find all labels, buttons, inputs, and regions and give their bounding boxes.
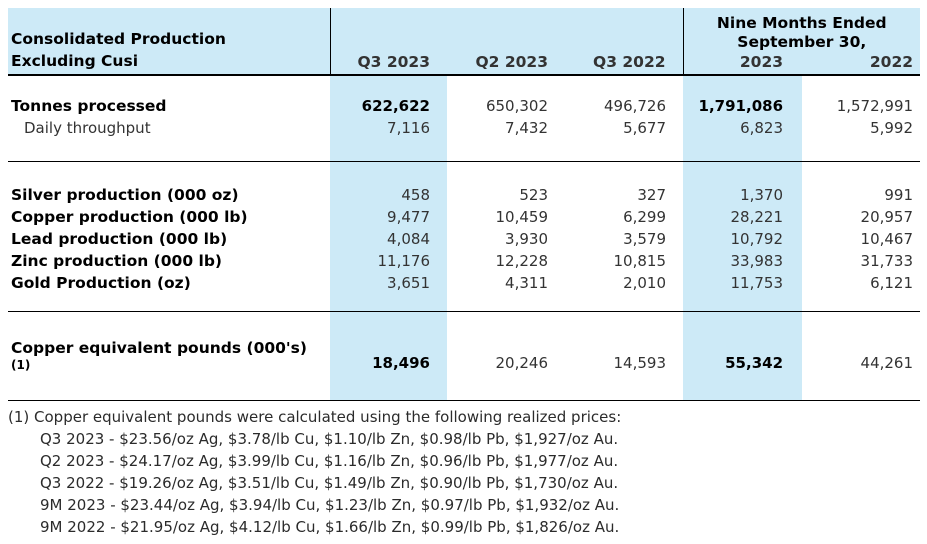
cell-value: 1,791,086	[698, 97, 784, 115]
cell-value: 10,792	[730, 230, 784, 248]
spacer-row	[8, 75, 920, 95]
highlight-9m-2023-column	[683, 75, 802, 400]
row-label: Lead production (000 lb)	[11, 230, 228, 248]
table-title-line1: Consolidated Production	[8, 8, 331, 52]
cell-value: 5,677	[623, 119, 667, 137]
cell-value: 7,116	[387, 119, 430, 137]
cell-value: 7,432	[505, 119, 548, 137]
cell-value: 33,983	[730, 252, 784, 270]
row-lead-production: Lead production (000 lb) 4,084 3,930 3,5…	[8, 228, 920, 250]
cell-value: 1,370	[740, 186, 784, 204]
cell-value: 18,496	[372, 354, 430, 372]
cell-value: 11,753	[730, 274, 784, 292]
cell-value: 20,957	[860, 208, 914, 226]
table-title-line2: Excluding Cusi	[8, 52, 331, 76]
row-daily-throughput: Daily throughput 7,116 7,432 5,677 6,823…	[8, 117, 920, 139]
cell-value: 6,121	[870, 274, 914, 292]
cell-value: 6,299	[623, 208, 667, 226]
cell-value: 14,593	[613, 354, 667, 372]
cell-value: 31,733	[860, 252, 914, 270]
nine-months-header-line1: Nine Months Ended	[716, 14, 887, 32]
cell-value: 6,823	[740, 119, 784, 137]
production-table-section: Consolidated Production Nine Months Ende…	[8, 8, 921, 401]
cell-value: 5,992	[870, 119, 914, 137]
cell-value: 44,261	[860, 354, 914, 372]
row-label: Gold Production (oz)	[11, 274, 191, 292]
footnote-price-line: Q3 2023 - $23.56/oz Ag, $3.78/lb Cu, $1.…	[40, 429, 619, 448]
column-header-q2-2023: Q2 2023	[447, 52, 565, 76]
row-label: Tonnes processed	[11, 97, 167, 115]
cell-value: 2,010	[623, 274, 667, 292]
column-header-q3-2022: Q3 2022	[565, 52, 684, 76]
header-spacer	[330, 8, 684, 52]
horizontal-rule	[8, 139, 921, 162]
cell-value: 3,930	[505, 230, 548, 248]
cell-value: 11,176	[377, 252, 431, 270]
highlight-q3-2023-column	[330, 75, 447, 400]
cell-value: 4,311	[505, 274, 548, 292]
nine-months-header-line2: September 30,	[737, 33, 867, 51]
consolidated-production-table: Consolidated Production Nine Months Ende…	[8, 8, 921, 401]
horizontal-rule	[8, 294, 921, 312]
cell-value: 4,084	[387, 230, 430, 248]
row-zinc-production: Zinc production (000 lb) 11,176 12,228 1…	[8, 250, 920, 272]
cell-value: 28,221	[730, 208, 784, 226]
cell-value: 327	[637, 186, 667, 204]
cell-value: 496,726	[603, 97, 667, 115]
row-label: Zinc production (000 lb)	[11, 252, 223, 270]
footnotes-block: (1) Copper equivalent pounds were calcul…	[8, 406, 927, 538]
column-header-9m-2023: 2023	[683, 52, 803, 76]
horizontal-rule	[8, 377, 921, 401]
row-silver-production: Silver production (000 oz) 458 523 327 1…	[8, 184, 920, 206]
cell-value: 650,302	[485, 97, 548, 115]
footnote-reference: (1)	[11, 358, 31, 372]
row-copper-production: Copper production (000 lb) 9,477 10,459 …	[8, 206, 920, 228]
row-label: Copper production (000 lb)	[11, 208, 248, 226]
cell-value: 991	[884, 186, 914, 204]
cell-value: 12,228	[495, 252, 549, 270]
footnote-price-line: 9M 2022 - $21.95/oz Ag, $4.12/lb Cu, $1.…	[40, 517, 620, 536]
copper-equivalent-label: Copper equivalent pounds (000's)	[11, 339, 307, 357]
header-row-2: Excluding Cusi Q3 2023 Q2 2023 Q3 2022 2…	[8, 52, 921, 76]
cell-value: 1,572,991	[836, 97, 914, 115]
cell-value: 55,342	[725, 354, 784, 372]
footnote-price-line: 9M 2023 - $23.44/oz Ag, $3.94/lb Cu, $1.…	[40, 495, 620, 514]
row-copper-equivalent-pounds: Copper equivalent pounds (000's) (1) 18,…	[8, 333, 920, 377]
nine-months-header: Nine Months Ended September 30,	[683, 8, 921, 52]
footnote-price-line: Q2 2023 - $24.17/oz Ag, $3.99/lb Cu, $1.…	[40, 451, 619, 470]
row-gold-production: Gold Production (oz) 3,651 4,311 2,010 1…	[8, 272, 920, 294]
cell-value: 458	[401, 186, 430, 204]
header-row-1: Consolidated Production Nine Months Ende…	[8, 8, 921, 52]
cell-value: 20,246	[495, 354, 549, 372]
spacer-row	[8, 311, 920, 333]
cell-value: 3,651	[387, 274, 430, 292]
footnote-price-line: Q3 2022 - $19.26/oz Ag, $3.51/lb Cu, $1.…	[40, 473, 619, 492]
column-header-q3-2023: Q3 2023	[330, 52, 447, 76]
row-label: Copper equivalent pounds (000's) (1)	[8, 333, 330, 377]
spacer-row	[8, 161, 920, 184]
cell-value: 622,622	[361, 97, 430, 115]
cell-value: 3,579	[623, 230, 667, 248]
cell-value: 10,459	[495, 208, 549, 226]
footnote-intro: (1) Copper equivalent pounds were calcul…	[8, 407, 622, 426]
cell-value: 523	[519, 186, 548, 204]
cell-value: 10,815	[613, 252, 667, 270]
row-label: Silver production (000 oz)	[11, 186, 239, 204]
row-tonnes-processed: Tonnes processed 622,622 650,302 496,726…	[8, 95, 920, 117]
row-label: Daily throughput	[24, 119, 151, 137]
column-header-9m-2022: 2022	[802, 52, 921, 76]
cell-value: 9,477	[387, 208, 430, 226]
cell-value: 10,467	[860, 230, 914, 248]
